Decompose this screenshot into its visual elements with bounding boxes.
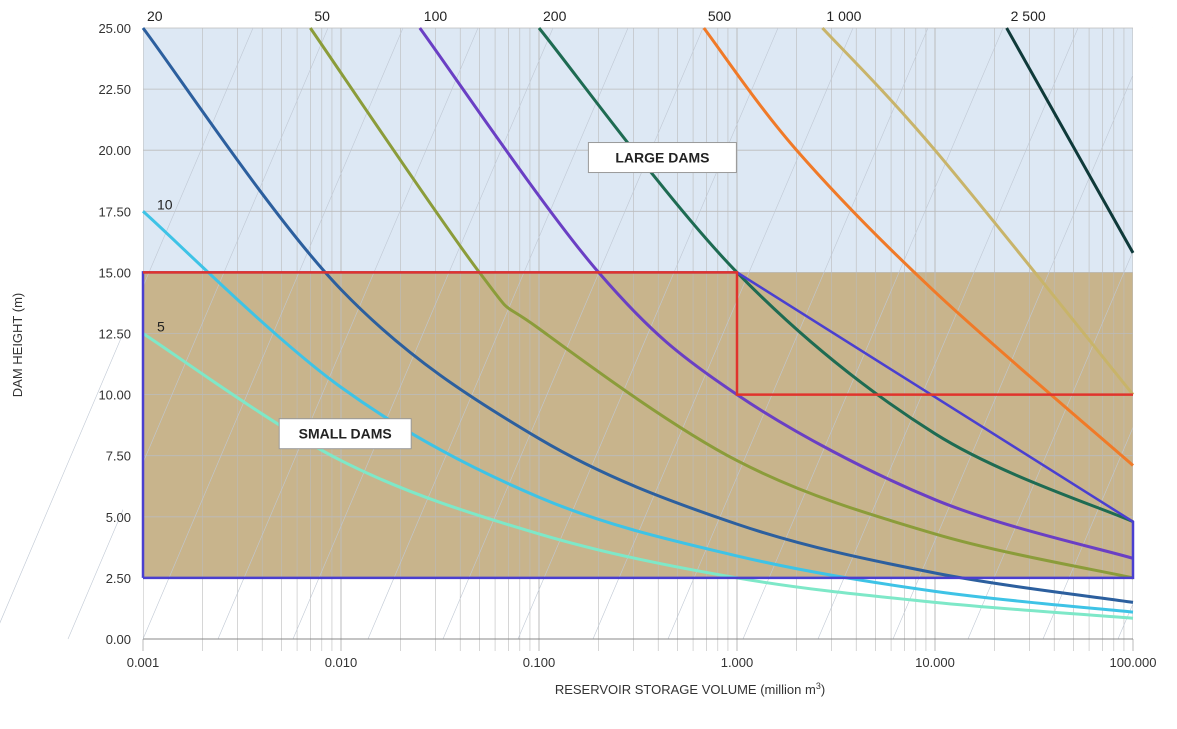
series-label: 200 bbox=[543, 8, 567, 24]
diagonal-reference-line bbox=[742, 27, 1004, 640]
x-tick-label: 0.100 bbox=[523, 655, 556, 670]
boundary-layer bbox=[141, 271, 1135, 580]
diagonal-reference-line bbox=[292, 27, 554, 640]
region-label: SMALL DAMS bbox=[299, 426, 392, 442]
series-label: 100 bbox=[424, 8, 448, 24]
y-tick-label: 7.50 bbox=[106, 449, 131, 464]
left-margin-mask bbox=[123, 28, 143, 639]
x-tick-label: 1.000 bbox=[721, 655, 754, 670]
series-label: 10 bbox=[157, 196, 173, 212]
diagonal-reference-line bbox=[592, 27, 854, 640]
series-label: 500 bbox=[708, 8, 732, 24]
background-layer bbox=[143, 28, 1133, 578]
x-axis-label: RESERVOIR STORAGE VOLUME (million m3) bbox=[555, 681, 825, 697]
x-tick-label: 100.000 bbox=[1110, 655, 1157, 670]
series-line bbox=[702, 27, 1134, 467]
diagonal-reference-line bbox=[367, 27, 629, 640]
y-tick-label: 10.00 bbox=[98, 388, 131, 403]
region-label: LARGE DAMS bbox=[615, 150, 709, 166]
large-dams-boundary bbox=[143, 271, 1133, 396]
series-line bbox=[537, 27, 1134, 524]
x-tick-label: 10.000 bbox=[915, 655, 955, 670]
y-tick-label: 15.00 bbox=[98, 265, 131, 280]
region-label-box bbox=[587, 142, 737, 174]
diagonal-reference-line bbox=[892, 27, 1154, 640]
tick-label-layer: 0.00 2.50 5.00 7.50 10.00 12.50 15.00 17.50 20.0… bbox=[98, 21, 1156, 670]
y-axis-label: DAM HEIGHT (m) bbox=[10, 293, 25, 397]
diagonal-reference-line bbox=[517, 27, 779, 640]
y-tick-label: 20.00 bbox=[98, 143, 131, 158]
y-tick-label: 17.50 bbox=[98, 204, 131, 219]
series-line bbox=[142, 210, 1134, 614]
series-line bbox=[1005, 27, 1135, 254]
diagonal-reference-line bbox=[967, 147, 1177, 640]
series-label: 2 500 bbox=[1011, 8, 1046, 24]
y-tick-label: 0.00 bbox=[106, 632, 131, 647]
y-tick-label: 22.50 bbox=[98, 82, 131, 97]
diagonal-reference-line bbox=[817, 27, 1079, 640]
diagonal-reference-line bbox=[442, 27, 704, 640]
diagonal-reference-line bbox=[217, 27, 479, 640]
series-label: 50 bbox=[314, 8, 330, 24]
x-tick-label: 0.010 bbox=[325, 655, 358, 670]
series-line bbox=[309, 27, 1134, 580]
y-tick-label: 12.50 bbox=[98, 327, 131, 342]
diagonal-reference-line bbox=[67, 27, 329, 640]
series-label: 1 000 bbox=[826, 8, 861, 24]
grid-layer bbox=[0, 27, 1177, 651]
region-label-box bbox=[278, 418, 412, 450]
series-line bbox=[821, 26, 1135, 396]
y-tick-label: 5.00 bbox=[106, 510, 131, 525]
x-tick-label: 0.001 bbox=[127, 655, 160, 670]
series-line bbox=[141, 27, 1134, 604]
series-label: 20 bbox=[147, 8, 163, 24]
y-tick-label: 25.00 bbox=[98, 21, 131, 36]
series-label: 5 bbox=[157, 319, 165, 335]
right-margin-mask bbox=[1133, 28, 1177, 639]
curve-label-layer: 5 10 20 50 100 200 500 1 000 2 500 SMALL DAMS LARG… bbox=[147, 8, 1046, 450]
small-dams-boundary bbox=[141, 271, 1135, 580]
diagonal-reference-line bbox=[667, 27, 929, 640]
y-tick-label: 2.50 bbox=[106, 571, 131, 586]
